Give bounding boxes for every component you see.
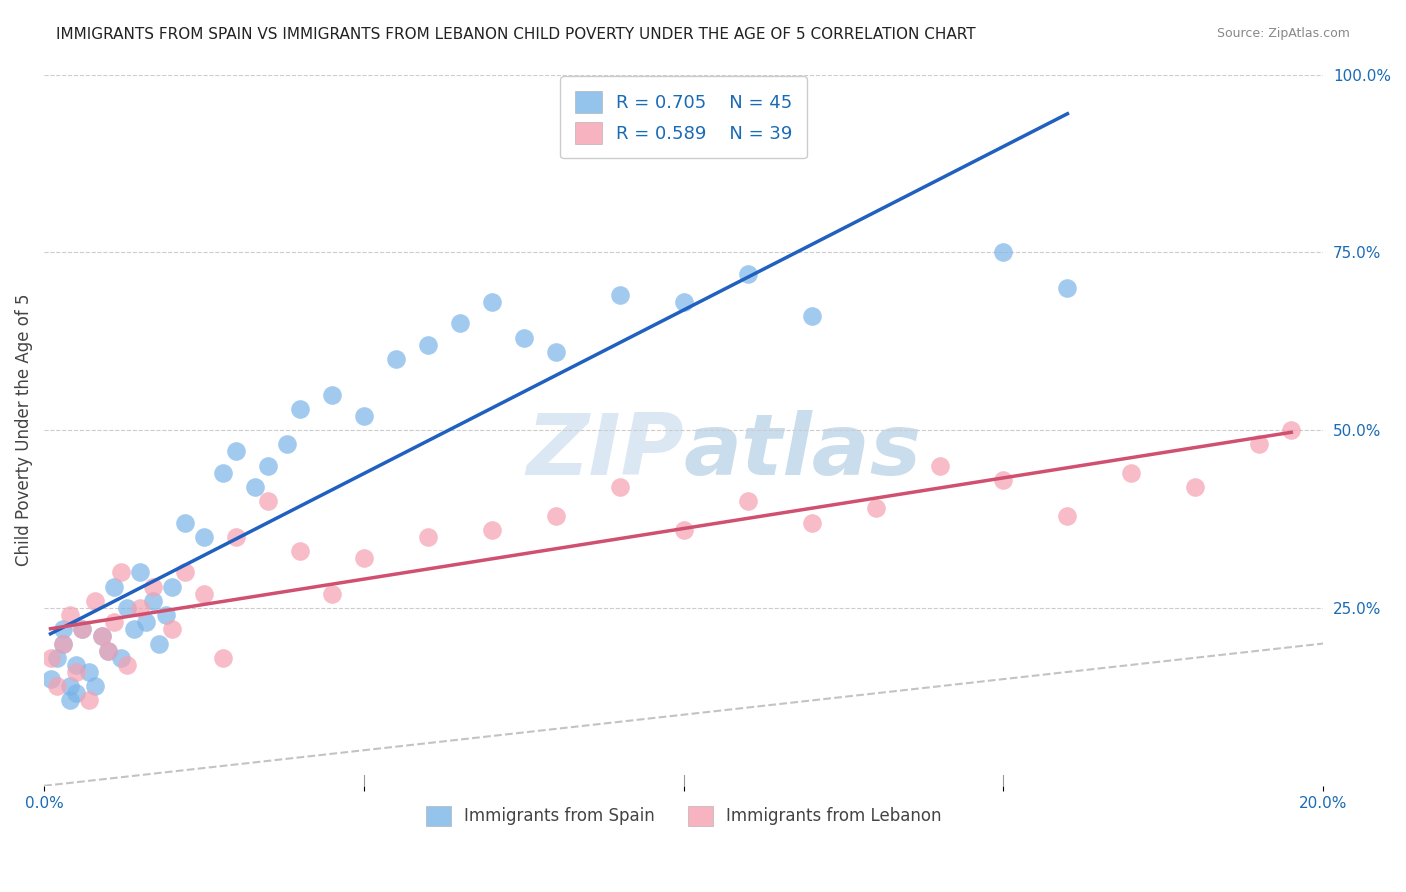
Point: [672, 295, 695, 310]
Point: [77, 665, 100, 679]
Point: [77, 693, 100, 707]
Point: [135, 615, 157, 630]
Point: [321, 387, 343, 401]
Point: [103, 580, 125, 594]
Point: [544, 345, 567, 359]
Point: [59, 679, 82, 693]
Point: [416, 338, 439, 352]
Point: [90, 629, 112, 643]
Point: [257, 494, 280, 508]
Legend: Immigrants from Spain, Immigrants from Lebanon: Immigrants from Spain, Immigrants from L…: [418, 797, 950, 834]
Point: [449, 317, 471, 331]
Point: [800, 516, 823, 530]
Point: [148, 636, 170, 650]
Text: IMMIGRANTS FROM SPAIN VS IMMIGRANTS FROM LEBANON CHILD POVERTY UNDER THE AGE OF : IMMIGRANTS FROM SPAIN VS IMMIGRANTS FROM…: [56, 27, 976, 42]
Point: [609, 480, 631, 494]
Point: [1056, 508, 1078, 523]
Point: [129, 566, 152, 580]
Point: [928, 458, 950, 473]
Point: [65, 665, 87, 679]
Point: [865, 501, 887, 516]
Point: [672, 523, 695, 537]
Point: [52, 636, 75, 650]
Point: [1184, 480, 1206, 494]
Point: [225, 530, 247, 544]
Point: [160, 580, 183, 594]
Point: [544, 508, 567, 523]
Point: [45, 650, 67, 665]
Point: [142, 580, 165, 594]
Point: [142, 594, 165, 608]
Point: [1279, 423, 1302, 437]
Point: [353, 409, 375, 423]
Point: [276, 437, 298, 451]
Point: [90, 629, 112, 643]
Point: [1121, 466, 1143, 480]
Point: [288, 401, 311, 416]
Y-axis label: Child Poverty Under the Age of 5: Child Poverty Under the Age of 5: [15, 293, 32, 566]
Point: [1056, 281, 1078, 295]
Point: [84, 679, 107, 693]
Point: [84, 594, 107, 608]
Point: [72, 623, 94, 637]
Point: [59, 608, 82, 623]
Point: [129, 601, 152, 615]
Point: [993, 473, 1015, 487]
Point: [243, 480, 266, 494]
Point: [225, 444, 247, 458]
Point: [72, 623, 94, 637]
Text: Source: ZipAtlas.com: Source: ZipAtlas.com: [1216, 27, 1350, 40]
Point: [117, 601, 139, 615]
Text: ZIP: ZIP: [526, 410, 683, 493]
Point: [257, 458, 280, 473]
Point: [173, 566, 195, 580]
Point: [97, 643, 120, 657]
Point: [481, 295, 503, 310]
Point: [513, 331, 536, 345]
Point: [97, 643, 120, 657]
Point: [59, 693, 82, 707]
Point: [45, 679, 67, 693]
Point: [117, 657, 139, 672]
Point: [737, 267, 759, 281]
Point: [800, 310, 823, 324]
Point: [416, 530, 439, 544]
Point: [1249, 437, 1271, 451]
Point: [609, 288, 631, 302]
Point: [39, 650, 62, 665]
Point: [385, 351, 408, 366]
Point: [173, 516, 195, 530]
Point: [65, 657, 87, 672]
Point: [110, 650, 132, 665]
Point: [52, 636, 75, 650]
Point: [122, 623, 145, 637]
Point: [288, 544, 311, 558]
Point: [110, 566, 132, 580]
Point: [212, 650, 235, 665]
Point: [103, 615, 125, 630]
Point: [321, 587, 343, 601]
Point: [39, 672, 62, 686]
Point: [160, 623, 183, 637]
Point: [155, 608, 177, 623]
Point: [65, 686, 87, 700]
Point: [993, 245, 1015, 260]
Point: [193, 530, 215, 544]
Point: [52, 623, 75, 637]
Point: [212, 466, 235, 480]
Point: [353, 551, 375, 566]
Text: atlas: atlas: [683, 410, 922, 493]
Point: [481, 523, 503, 537]
Point: [737, 494, 759, 508]
Point: [193, 587, 215, 601]
